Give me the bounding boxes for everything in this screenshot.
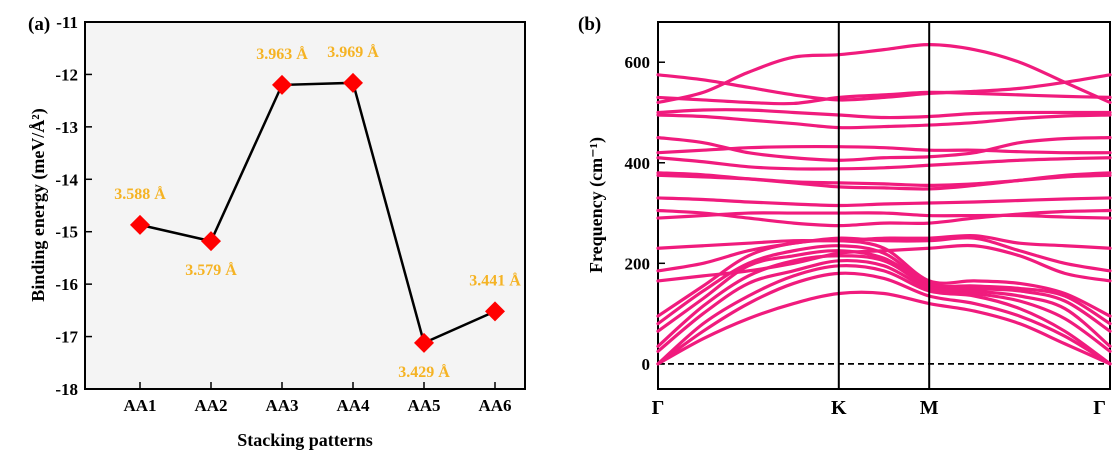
phonon-band-17: [656, 156, 1112, 171]
panel-b: (b) 0 200 400 600 Γ K M Γ Frequency (cm⁻¹): [578, 14, 1112, 419]
data-marker-aa5: [414, 332, 434, 353]
data-marker-aa6: [485, 301, 505, 322]
panel-a-y-tick-label: -11: [56, 13, 78, 32]
phonon-band-22: [656, 90, 1112, 106]
phonon-band-3: [656, 264, 1112, 366]
panel-a-x-tick-label: AA6: [478, 396, 511, 415]
data-marker-aa1: [130, 214, 150, 235]
panel-b-y-tick-label: 400: [625, 154, 651, 173]
phonon-band-19: [656, 136, 1112, 162]
panel-a-x-axis-title: Stacking patterns: [237, 430, 373, 450]
phonon-band-12: [656, 211, 1112, 220]
phonon-band-14: [656, 196, 1112, 208]
phonon-band-18: [656, 144, 1112, 155]
distance-label-aa1: 3.588 Å: [114, 185, 166, 203]
high-symmetry-lines: [837, 22, 931, 389]
panel-a-x-tick-label: AA1: [123, 396, 156, 415]
panel-a-y-tick-label: -17: [55, 328, 78, 347]
panel-a-x-ticks: AA1 AA2 AA3 AA4 AA5 AA6: [123, 382, 512, 415]
phonon-band-11: [656, 233, 1112, 250]
panel-b-y-tick-label: 0: [642, 355, 651, 374]
distance-label-aa3: 3.963 Å: [256, 45, 308, 63]
data-marker-aa2: [201, 231, 221, 252]
distance-label-aa6: 3.441 Å: [469, 271, 521, 289]
panel-a-y-tick-label: -12: [55, 65, 78, 84]
panel-a-x-tick-label: AA5: [407, 396, 440, 415]
panel-a-y-tick-label: -14: [55, 170, 78, 189]
distance-label-aa4: 3.969 Å: [327, 43, 379, 61]
panel-a-x-tick-label: AA3: [265, 396, 298, 415]
panel-a-y-tick-label: -15: [55, 223, 78, 242]
data-marker-aa3: [272, 74, 292, 95]
phonon-band-21: [656, 108, 1112, 120]
panel-a-y-tick-label: -16: [55, 275, 78, 294]
phonon-bands: [656, 43, 1112, 366]
phonon-band-24: [656, 43, 1112, 105]
panel-a-x-tick-label: AA2: [194, 396, 227, 415]
phonon-band-2: [656, 271, 1112, 366]
panel-a-y-tick-label: -13: [55, 118, 78, 137]
phonon-band-10: [656, 236, 1112, 273]
phonon-band-13: [656, 208, 1112, 228]
panel-b-x-tick-label: Γ: [652, 397, 665, 419]
binding-energy-markers: [130, 72, 505, 353]
panel-a-x-tick-label: AA4: [336, 396, 370, 415]
phonon-band-20: [656, 113, 1112, 130]
panel-a-y-ticks: -18 -17 -16 -15 -14 -13 -12 -11: [55, 13, 92, 399]
phonon-band-1: [656, 290, 1112, 366]
panel-b-label: (b): [578, 14, 601, 35]
binding-energy-line: [139, 81, 496, 345]
panel-a: (a) -18-17-16-15-14-13-12-11 AA1 AA2 AA3 AA…: [28, 13, 526, 450]
panel-a-y-tick-label: -18: [55, 380, 78, 399]
phonon-band-7: [656, 244, 1112, 326]
phonon-band-16: [656, 171, 1112, 191]
panel-b-x-tick-label: M: [920, 397, 939, 419]
panel-b-x-tick-label: Γ: [1093, 397, 1106, 419]
distance-label-aa2: 3.579 Å: [185, 261, 237, 279]
phonon-band-23: [656, 73, 1112, 102]
interlayer-distance-labels: 3.588 Å 3.579 Å 3.963 Å 3.969 Å 3.429 Å 3.441…: [114, 43, 521, 381]
panel-b-x-tick-label: K: [831, 397, 847, 419]
panel-b-y-ticks: 0 200 400 600: [625, 53, 665, 374]
panel-b-y-tick-label: 200: [625, 254, 651, 273]
panel-b-y-tick-label: 600: [625, 53, 651, 72]
phonon-band-9: [656, 243, 1112, 283]
panel-a-label: (a): [28, 14, 50, 35]
panel-b-y-axis-title: Frequency (cm⁻¹): [586, 137, 607, 273]
distance-label-aa5: 3.429 Å: [398, 363, 450, 381]
panel-a-y-axis-title: Binding energy (meV/Å²): [28, 108, 49, 301]
panel-a-plot-area: [84, 21, 526, 390]
data-marker-aa4: [343, 72, 363, 93]
phonon-band-5: [656, 254, 1112, 348]
phonon-band-8: [656, 238, 1112, 318]
phonon-band-4: [656, 258, 1112, 353]
